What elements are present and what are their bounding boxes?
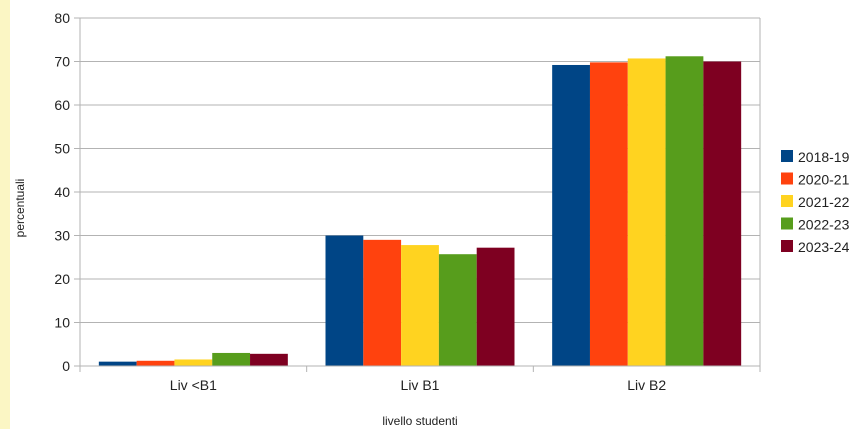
- bars: [98, 56, 742, 367]
- legend: 2018-19 2020-21 2021-22 2022-23 2023-24: [781, 149, 850, 255]
- y-tick-label: 70: [54, 54, 70, 70]
- bar: [98, 361, 137, 366]
- y-tick-label: 30: [54, 228, 70, 244]
- y-tick-label: 20: [54, 271, 70, 287]
- left-margin-strip: [0, 0, 10, 429]
- bar: [250, 353, 288, 366]
- x-tick-label: Liv B2: [627, 377, 666, 393]
- x-tick-label: Liv <B1: [170, 377, 217, 393]
- bar: [401, 245, 439, 366]
- y-axis-title: percentuali: [13, 179, 27, 238]
- y-tick-label: 80: [54, 10, 70, 26]
- legend-swatch: [781, 195, 793, 207]
- bar: [476, 247, 515, 366]
- bar: [438, 254, 477, 366]
- legend-label: 2018-19: [798, 149, 850, 165]
- bar: [703, 61, 742, 366]
- y-tick-label: 0: [62, 358, 70, 374]
- bar: [363, 239, 402, 366]
- y-tick-label: 10: [54, 315, 70, 331]
- y-tick-label: 40: [54, 184, 70, 200]
- y-tick-label: 60: [54, 97, 70, 113]
- legend-label: 2020-21: [798, 172, 850, 188]
- legend-swatch: [781, 240, 793, 252]
- bar: [665, 56, 704, 366]
- legend-swatch: [781, 150, 793, 162]
- bar: [589, 62, 628, 367]
- bar: [136, 360, 175, 366]
- y-tick-label: 50: [54, 141, 70, 157]
- legend-swatch: [781, 217, 793, 230]
- x-tick-label: Liv B1: [401, 377, 440, 393]
- x-axis-title: livello studenti: [382, 414, 457, 428]
- axes: 0 10 20 30 40 50 60 70 80 Liv <B1 Liv B1 Liv B2: [54, 10, 761, 393]
- bar: [627, 58, 666, 367]
- bar: [174, 359, 213, 366]
- bar: [552, 64, 590, 366]
- bar: [325, 235, 364, 366]
- legend-swatch: [781, 172, 793, 185]
- legend-label: 2021-22: [798, 194, 850, 210]
- legend-label: 2022-23: [798, 217, 850, 233]
- legend-label: 2023-24: [798, 239, 850, 255]
- bar: [212, 352, 251, 366]
